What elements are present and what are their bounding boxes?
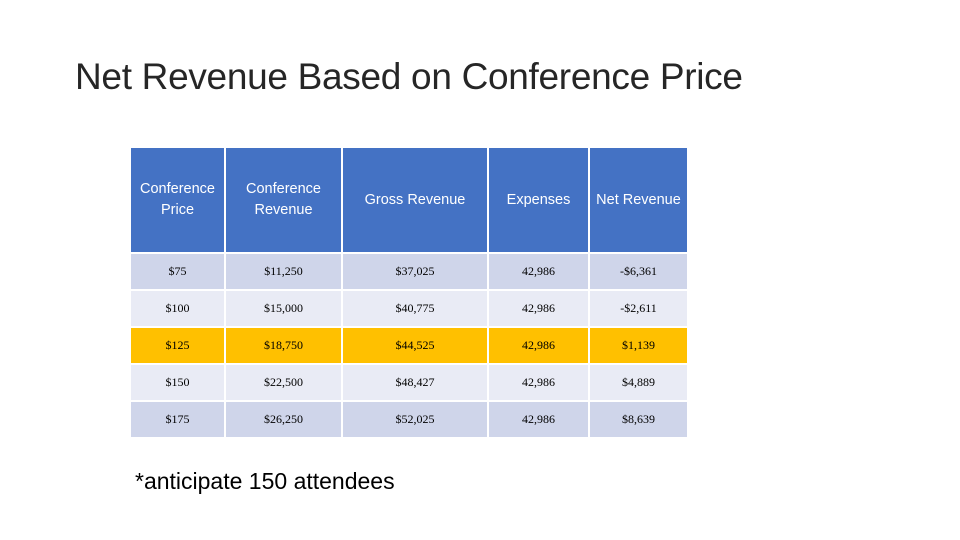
table-cell: 42,986 xyxy=(489,291,588,326)
slide-title: Net Revenue Based on Conference Price xyxy=(75,56,743,97)
table-cell: $52,025 xyxy=(343,402,487,437)
table-cell: -$6,361 xyxy=(590,254,687,289)
table-cell: $18,750 xyxy=(226,328,341,363)
table-cell: $44,525 xyxy=(343,328,487,363)
column-header: Net Revenue xyxy=(590,148,687,252)
table-cell: $22,500 xyxy=(226,365,341,400)
table-row: $75 $11,250 $37,025 42,986 -$6,361 xyxy=(131,254,687,289)
column-header: Expenses xyxy=(489,148,588,252)
table-cell: $4,889 xyxy=(590,365,687,400)
table-row: $100 $15,000 $40,775 42,986 -$2,611 xyxy=(131,291,687,326)
table-row: $150 $22,500 $48,427 42,986 $4,889 xyxy=(131,365,687,400)
table-cell: $125 xyxy=(131,328,224,363)
table-row: $175 $26,250 $52,025 42,986 $8,639 xyxy=(131,402,687,437)
table-cell: $75 xyxy=(131,254,224,289)
table-cell: 42,986 xyxy=(489,254,588,289)
table-row: $125 $18,750 $44,525 42,986 $1,139 xyxy=(131,328,687,363)
table-cell: $8,639 xyxy=(590,402,687,437)
table-cell: $37,025 xyxy=(343,254,487,289)
table-cell: $175 xyxy=(131,402,224,437)
table-cell: $40,775 xyxy=(343,291,487,326)
table-cell: 42,986 xyxy=(489,365,588,400)
table-cell: $15,000 xyxy=(226,291,341,326)
column-header: Conference Price xyxy=(131,148,224,252)
table-cell: 42,986 xyxy=(489,402,588,437)
table-body: $75 $11,250 $37,025 42,986 -$6,361 $100 $15,00… xyxy=(131,254,687,437)
table-cell: $11,250 xyxy=(226,254,341,289)
footnote: *anticipate 150 attendees xyxy=(135,468,395,494)
table-header: Conference Price Conference Revenue Gross … xyxy=(131,148,687,252)
table-cell: 42,986 xyxy=(489,328,588,363)
table-cell: $150 xyxy=(131,365,224,400)
header-row: Conference Price Conference Revenue Gross … xyxy=(131,148,687,252)
column-header: Gross Revenue xyxy=(343,148,487,252)
table-cell: $100 xyxy=(131,291,224,326)
column-header: Conference Revenue xyxy=(226,148,341,252)
table-cell: $26,250 xyxy=(226,402,341,437)
revenue-table: Conference Price Conference Revenue Gross … xyxy=(129,146,689,439)
table-cell: $48,427 xyxy=(343,365,487,400)
table-cell: $1,139 xyxy=(590,328,687,363)
table-cell: -$2,611 xyxy=(590,291,687,326)
